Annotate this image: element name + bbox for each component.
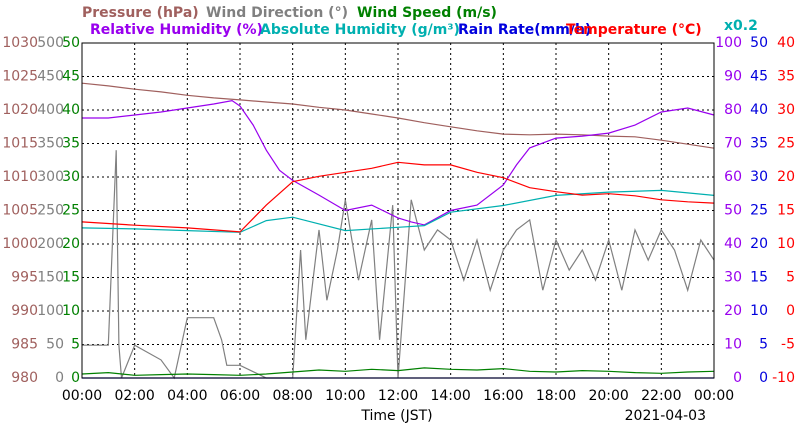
y-tick-label: 40 [724, 236, 742, 252]
y-tick-label: 40 [62, 102, 80, 118]
series-line [81, 189, 715, 233]
x-tick-label: 14:00 [430, 388, 470, 404]
y-tick-label: 50 [62, 35, 80, 51]
y-tick-label: 50 [750, 35, 768, 51]
y-tick-label: 995 [11, 270, 38, 286]
y-tick-label: 50 [724, 203, 742, 219]
x-tick-label: 00:00 [62, 388, 102, 404]
y-tick-label: 0 [71, 370, 80, 386]
legend-entry: Wind Direction (°) [206, 5, 348, 21]
y-tick-label: -10 [772, 370, 795, 386]
y-tick-label: 15 [62, 270, 80, 286]
y-tick-label: 5 [759, 337, 768, 353]
x-tick-label: 16:00 [483, 388, 523, 404]
y-tick-label: 0 [55, 370, 64, 386]
legend-entry: Wind Speed (m/s) [357, 5, 497, 21]
y-tick-label: 80 [724, 102, 742, 118]
y-tick-label: 40 [750, 102, 768, 118]
x-tick-label: 00:00 [694, 388, 734, 404]
y-tick-label: 300 [37, 169, 64, 185]
series-line [82, 150, 715, 380]
y-tick-label: 25 [62, 203, 80, 219]
x-tick-label: 20:00 [588, 388, 628, 404]
y-tick-label: 60 [724, 169, 742, 185]
y-tick-label: 15 [777, 203, 795, 219]
y-tick-label: 35 [62, 136, 80, 152]
date-label: 2021-04-03 [625, 408, 706, 424]
plot-frame [81, 42, 715, 379]
y-tick-label: 20 [724, 303, 742, 319]
y-tick-label: 10 [62, 303, 80, 319]
y-tick-label: 1000 [2, 236, 38, 252]
y-tick-label: 0 [759, 370, 768, 386]
y-tick-label: 250 [37, 203, 64, 219]
y-tick-label: 990 [11, 303, 38, 319]
y-tick-label: 40 [777, 35, 795, 51]
y-tick-label: 30 [724, 270, 742, 286]
y-tick-label: 25 [750, 203, 768, 219]
x-tick-label: 02:00 [114, 388, 154, 404]
series-line [81, 82, 715, 149]
y-tick-label: 1030 [2, 35, 38, 51]
y-tick-label: 45 [62, 69, 80, 85]
x-tick-label: 12:00 [378, 388, 418, 404]
legend-entry: Pressure (hPa) [82, 5, 199, 21]
y-tick-label: 5 [71, 337, 80, 353]
y-tick-label: 30 [750, 169, 768, 185]
x-tick-label: 08:00 [272, 388, 312, 404]
y-tick-label: 90 [724, 69, 742, 85]
y-tick-label: 0 [786, 303, 795, 319]
y-tick-label: 45 [750, 69, 768, 85]
y-tick-label: 35 [750, 136, 768, 152]
series-line [82, 99, 715, 226]
y-tick-label: 150 [37, 270, 64, 286]
y-tick-label: 30 [777, 102, 795, 118]
y-tick-label: 980 [11, 370, 38, 386]
series-line [81, 367, 715, 376]
x-tick-label: 06:00 [220, 388, 260, 404]
y-tick-label: -5 [781, 337, 795, 353]
y-tick-label: 100 [37, 303, 64, 319]
y-tick-label: 35 [777, 69, 795, 85]
x-tick-label: 18:00 [536, 388, 576, 404]
y-tick-label: 70 [724, 136, 742, 152]
series-line [81, 161, 715, 233]
y-tick-label: 50 [46, 337, 64, 353]
legend-entry: Temperature (°C) [566, 22, 702, 38]
y-tick-label: 20 [777, 169, 795, 185]
legend-entry: Absolute Humidity (g/m³) [260, 22, 460, 38]
y-tick-label: 1010 [2, 169, 38, 185]
y-tick-label: 400 [37, 102, 64, 118]
y-tick-label: 10 [750, 303, 768, 319]
y-tick-label: 10 [777, 236, 795, 252]
legend-entry: Relative Humidity (%) [90, 22, 263, 38]
y-tick-label: 1020 [2, 102, 38, 118]
y-tick-label: 1015 [2, 136, 38, 152]
y-tick-label: 5 [786, 270, 795, 286]
y-tick-label: 30 [62, 169, 80, 185]
y-tick-label: 10 [724, 337, 742, 353]
y-tick-label: 985 [11, 337, 38, 353]
y-tick-label: 500 [37, 35, 64, 51]
y-tick-label: 450 [37, 69, 64, 85]
y-tick-label: 1005 [2, 203, 38, 219]
y-tick-label: 20 [62, 236, 80, 252]
x-tick-label: 04:00 [167, 388, 207, 404]
y-tick-label: 200 [37, 236, 64, 252]
y-tick-label: 15 [750, 270, 768, 286]
x-tick-label: 10:00 [325, 388, 365, 404]
y-tick-label: 25 [777, 136, 795, 152]
x-axis-label: Time (JST) [360, 408, 432, 424]
scale-annotation: x0.2 [724, 18, 758, 34]
y-tick-label: 0 [733, 370, 742, 386]
y-tick-label: 100 [715, 35, 742, 51]
y-tick-label: 20 [750, 236, 768, 252]
y-tick-label: 1025 [2, 69, 38, 85]
x-tick-label: 22:00 [641, 388, 681, 404]
y-tick-label: 350 [37, 136, 64, 152]
legend-entry: Rain Rate(mm/h) [458, 22, 591, 38]
